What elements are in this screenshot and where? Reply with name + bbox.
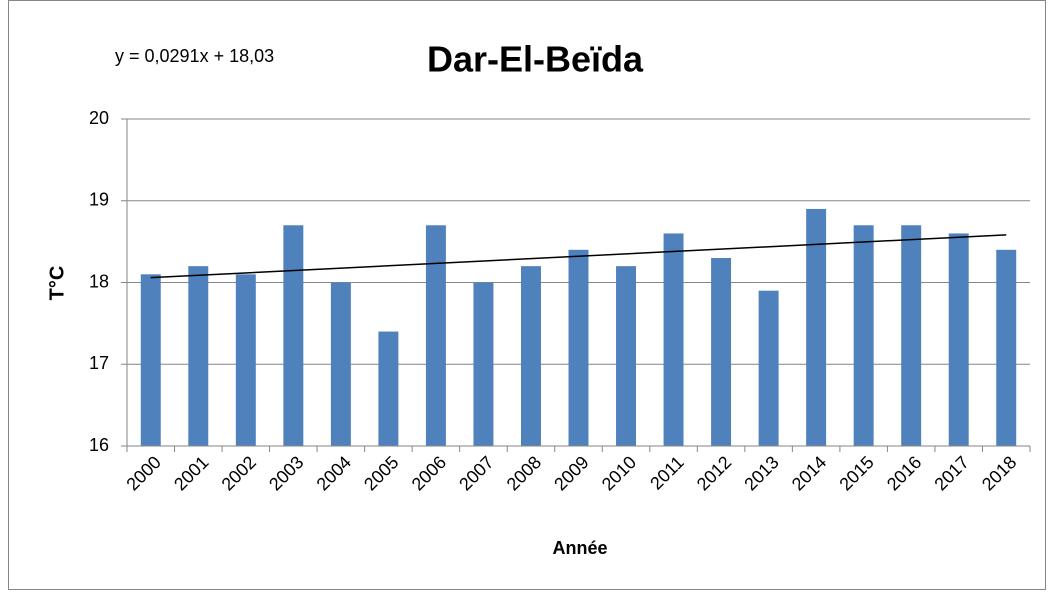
bar [806,208,827,446]
y-tick-label: 17 [89,353,109,373]
bar [948,233,969,446]
bar [473,282,494,446]
y-axis-label: T°C [46,266,68,301]
bar [283,225,304,446]
bar [188,266,209,446]
bar [901,225,922,446]
chart-title: Dar-El-Beïda [427,39,644,80]
bar [853,225,874,446]
y-tick-label: 20 [89,108,109,128]
bar [758,290,779,446]
bar [330,282,351,446]
bar [140,274,161,446]
bar [235,274,256,446]
bar [520,266,541,446]
bar [425,225,446,446]
bar [996,249,1017,446]
y-tick-label: 16 [89,435,109,455]
y-tick-label: 19 [89,190,109,210]
bar [711,257,732,446]
bar [616,266,637,446]
trendline [150,234,1007,279]
x-axis-label: Année [552,538,607,558]
bar [568,249,589,446]
trendline-equation: y = 0,0291x + 18,03 [115,46,274,66]
y-tick-label: 18 [89,271,109,291]
bar [663,233,684,446]
bar [378,331,399,446]
